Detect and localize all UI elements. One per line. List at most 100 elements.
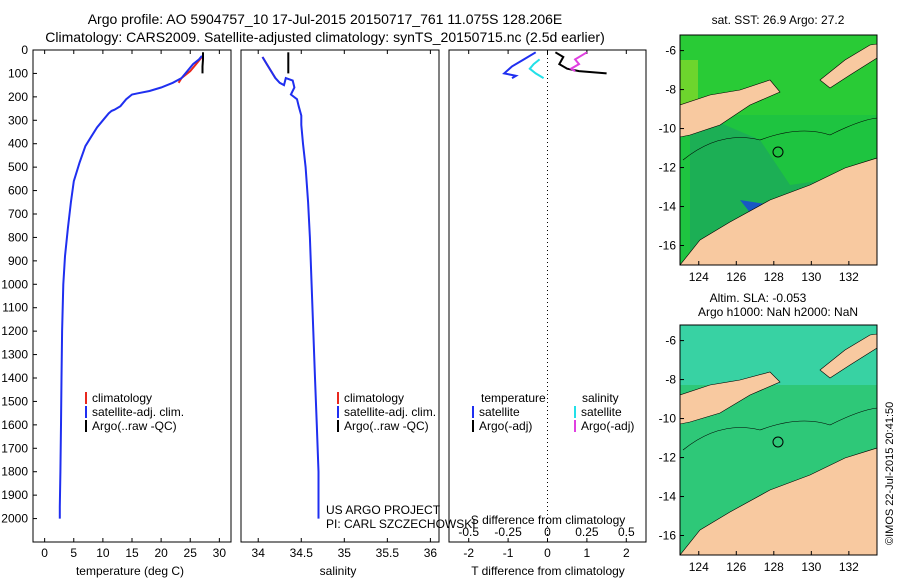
map-x-tick-label: 128 xyxy=(764,270,784,284)
figure-title-line2: Climatology: CARS2009. Satellite-adjuste… xyxy=(45,29,605,45)
y-tick-label: 400 xyxy=(8,137,28,151)
y-tick-label: 1400 xyxy=(1,371,28,385)
argo-position-marker xyxy=(772,146,784,158)
s-tick-label: 0 xyxy=(544,525,551,539)
difference-plot: -2 -1 0 1 2 -0.5 -0.25 0 0.25 0.5 xyxy=(458,50,635,560)
y-tick-label: 1500 xyxy=(1,394,28,408)
y-tick-label: 1200 xyxy=(1,324,28,338)
y-tick-label: 700 xyxy=(8,207,28,221)
s-tick-label: -0.25 xyxy=(494,525,522,539)
temperature-plot: 0 5 10 15 20 25 300100200300400500600700800900… xyxy=(1,43,226,560)
y-tick-label: 600 xyxy=(8,184,28,198)
legend-temperature-heading: temperature xyxy=(481,391,546,405)
map-y-tick-label: -16 xyxy=(659,239,677,253)
y-tick-label: 200 xyxy=(8,90,28,104)
y-tick-label: 1800 xyxy=(1,465,28,479)
series-group xyxy=(502,51,607,79)
x-tick-label: 5 xyxy=(70,546,77,560)
map-x-tick-label: 128 xyxy=(764,560,784,574)
series-line-salinity-satellite xyxy=(528,58,545,79)
map-y-tick-label: -14 xyxy=(659,200,677,214)
series-group xyxy=(58,52,204,519)
difference-legend: temperature satellite Argo(-adj) salinit… xyxy=(472,391,634,433)
salinity-panel-frame xyxy=(240,49,440,543)
figure-title-line1: Argo profile: AO 5904757_10 17-Jul-2015 … xyxy=(88,11,563,27)
s-tick-label: 0.25 xyxy=(575,525,599,539)
argo-position-marker xyxy=(772,436,784,448)
map-y-tick-label: -12 xyxy=(659,161,677,175)
map-y-tick-label: -8 xyxy=(665,83,676,97)
y-tick-label: 1900 xyxy=(1,488,28,502)
sst-land-australia xyxy=(680,157,877,265)
series-line-argo-raw-qc- xyxy=(201,52,204,74)
sla-map-frame xyxy=(679,324,878,556)
legend-satellite-label: satellite-adj. clim. xyxy=(92,405,184,419)
series-line-salinity-argo-adj- xyxy=(569,51,588,72)
y-tick-label: 2000 xyxy=(1,512,28,526)
sst-map-title: sat. SST: 26.9 Argo: 27.2 xyxy=(712,13,845,27)
temperature-legend: climatology satellite-adj. clim. Argo(..… xyxy=(85,391,184,433)
x-tick-label: 1 xyxy=(584,546,591,560)
map-x-tick-label: 126 xyxy=(726,560,746,574)
map-y-tick-label: -10 xyxy=(659,122,677,136)
y-tick-label: 1300 xyxy=(1,348,28,362)
map-x-tick-label: 132 xyxy=(839,270,859,284)
annotation-pi: PI: CARL SZCZECHOWSKI xyxy=(326,517,476,531)
map-y-tick-label: -8 xyxy=(665,373,676,387)
difference-panel-frame xyxy=(448,49,647,543)
y-tick-label: 1000 xyxy=(1,277,28,291)
sst-map-frame xyxy=(679,34,878,266)
series-line-temperature-argo-adj- xyxy=(554,51,607,75)
x-tick-label: -2 xyxy=(463,546,474,560)
legend-t-argo-label: Argo(-adj) xyxy=(479,419,532,433)
x-tick-label: 0 xyxy=(41,546,48,560)
s-tick-label: 0.5 xyxy=(618,525,635,539)
series-line-satellite-adj-clim- xyxy=(58,55,203,519)
s-tick-label: -0.5 xyxy=(458,525,479,539)
x-tick-label: 10 xyxy=(96,546,110,560)
map-x-tick-label: 130 xyxy=(801,560,821,574)
x-tick-label: 34.5 xyxy=(290,546,314,560)
map-y-tick-label: -14 xyxy=(659,490,677,504)
x-tick-label: 30 xyxy=(213,546,227,560)
sla-map-title-1: Altim. SLA: -0.053 xyxy=(710,291,807,305)
map-x-tick-label: 130 xyxy=(801,270,821,284)
x-tick-label: 36 xyxy=(424,546,438,560)
y-tick-label: 900 xyxy=(8,254,28,268)
series-line-temperature-satellite xyxy=(502,51,537,79)
series-group xyxy=(261,52,320,519)
x-tick-label: 35 xyxy=(338,546,352,560)
map-y-tick-label: -16 xyxy=(659,529,677,543)
map-y-tick-label: -10 xyxy=(659,412,677,426)
x-tick-label: -1 xyxy=(503,546,514,560)
map-y-tick-label: -12 xyxy=(659,451,677,465)
sst-map xyxy=(680,35,877,265)
sla-map-title-2: Argo h1000: NaN h2000: NaN xyxy=(698,305,858,319)
map-x-tick-label: 124 xyxy=(689,270,709,284)
x-tick-label: 0 xyxy=(544,546,551,560)
sst-land-timor xyxy=(680,79,781,138)
sla-land-island xyxy=(819,333,877,379)
y-tick-label: 1100 xyxy=(2,301,28,315)
map-y-tick-label: -6 xyxy=(665,334,676,348)
sst-bathymetry-contour xyxy=(682,117,877,161)
y-tick-label: 100 xyxy=(8,66,28,80)
legend-climatology-label: climatology xyxy=(344,391,404,405)
sla-bathymetry-contour xyxy=(682,407,877,451)
legend-s-argo-label: Argo(-adj) xyxy=(581,419,634,433)
map-x-tick-label: 132 xyxy=(839,560,859,574)
sla-land-timor xyxy=(680,371,781,425)
map-x-tick-label: 124 xyxy=(689,560,709,574)
sst-map-axes: 124 126 128 130 132 -6 -8 -10 -12 -14 -16 xyxy=(659,44,860,284)
salinity-xlabel: salinity xyxy=(320,564,357,578)
legend-satellite-label: satellite-adj. clim. xyxy=(344,405,436,419)
legend-t-satellite-label: satellite xyxy=(479,405,520,419)
sla-map xyxy=(680,325,877,555)
y-tick-label: 1700 xyxy=(1,441,28,455)
difference-xlabel-top: S difference from climatology xyxy=(471,513,626,527)
salinity-legend: climatology satellite-adj. clim. Argo(..… xyxy=(326,391,476,531)
salinity-plot: 34 34.5 35 35.5 36 xyxy=(252,50,438,560)
map-x-tick-label: 126 xyxy=(726,270,746,284)
y-tick-label: 0 xyxy=(21,43,28,57)
